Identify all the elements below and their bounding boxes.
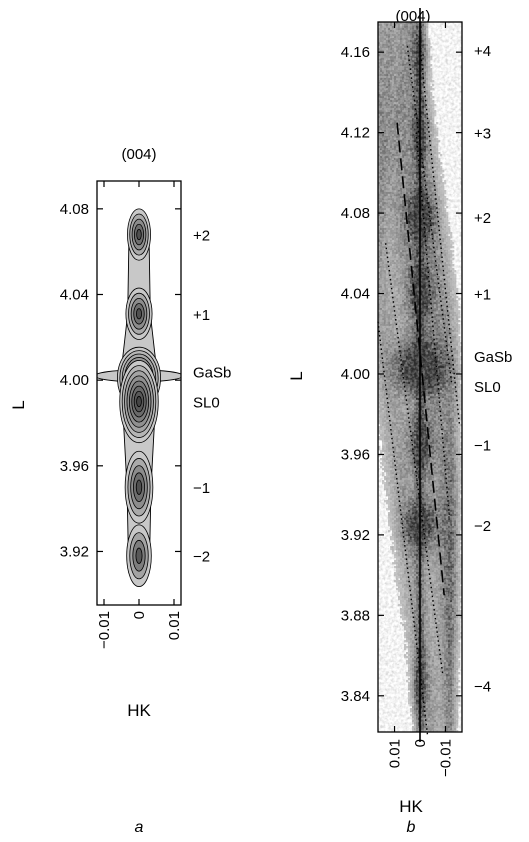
panel-a-peak-labels: +2 +1 GaSb SL0 −1 −2 xyxy=(193,228,231,566)
panel-a-contours xyxy=(97,181,181,605)
panel-b: (004) 3.843.883.923.964.004.044.084.124.… xyxy=(287,8,512,836)
panel-a-x-ticks: −0.01 0 0.01 xyxy=(96,181,183,649)
x-tick-label: 0 xyxy=(131,611,148,619)
y-tick-label: 4.08 xyxy=(60,201,89,218)
panel-b-intensity-map xyxy=(378,22,462,732)
panel-a-ylabel: L xyxy=(9,400,28,409)
y-tick-label: 4.00 xyxy=(60,372,89,389)
contour-level xyxy=(135,479,143,495)
contour-level xyxy=(136,228,142,241)
peak-label: +2 xyxy=(193,228,210,245)
peak-label: −2 xyxy=(193,549,210,566)
y-tick-label: 3.96 xyxy=(60,458,89,475)
panel-a-title: (004) xyxy=(121,146,156,163)
panel-a: (004) 3.92 3.96 4.00 4.04 4.08 −0.01 0 0.01 +2… xyxy=(9,146,231,836)
panel-a-xlabel: HK xyxy=(127,701,151,720)
peak-label: +1 xyxy=(193,307,210,324)
peak-label: SL0 xyxy=(193,395,220,412)
x-tick-label: 0.01 xyxy=(166,611,183,640)
y-tick-label: 3.92 xyxy=(60,543,89,560)
panel-a-label: a xyxy=(135,819,144,836)
panel-a-y-ticks: 3.92 3.96 4.00 4.04 4.08 xyxy=(60,201,181,560)
peak-label: GaSb xyxy=(193,365,231,382)
x-tick-label: −0.01 xyxy=(96,611,113,649)
contour-level xyxy=(135,547,143,564)
contour-level xyxy=(135,308,143,320)
peak-label: −1 xyxy=(193,480,210,497)
y-tick-label: 4.04 xyxy=(60,286,89,303)
panel-b-title: (004) xyxy=(395,8,430,25)
contour-level xyxy=(136,396,142,408)
